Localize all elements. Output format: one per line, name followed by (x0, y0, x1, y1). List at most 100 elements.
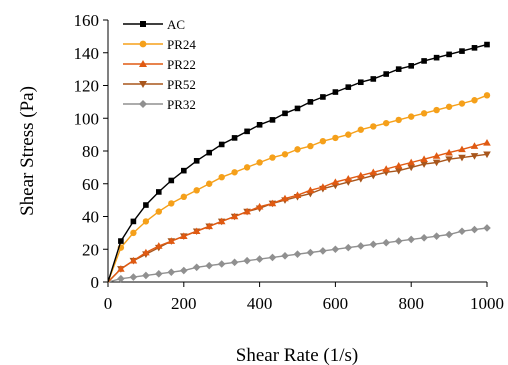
data-point-pr24 (180, 193, 187, 201)
data-point-pr24 (345, 131, 352, 138)
data-point-pr32 (483, 224, 491, 232)
legend-marker-circle (139, 40, 147, 48)
data-point-pr22 (230, 212, 239, 220)
legend-item-ac: AC (123, 17, 185, 32)
data-point-pr52 (394, 167, 403, 175)
data-point-ac (307, 99, 314, 105)
data-point-pr24 (471, 97, 478, 104)
data-point-pr24 (256, 159, 263, 166)
data-point-pr32 (382, 238, 390, 247)
data-point-pr22 (293, 191, 302, 199)
legend-label: AC (167, 17, 185, 32)
legend-marker-triangle-down (139, 81, 147, 88)
data-point-pr32 (458, 227, 466, 236)
data-point-pr22 (319, 183, 327, 190)
data-point-pr32 (167, 268, 176, 276)
data-point-pr24 (395, 116, 402, 124)
data-point-pr22 (382, 165, 390, 172)
data-point-pr24 (231, 169, 238, 176)
data-point-pr32 (432, 232, 441, 240)
data-point-ac (294, 105, 301, 112)
data-point-pr32 (470, 225, 479, 234)
data-point-pr22 (483, 139, 491, 146)
data-point-pr24 (420, 110, 428, 117)
data-point-pr22 (306, 186, 315, 194)
data-point-pr32 (420, 233, 428, 242)
x-tick-label: 0 (104, 294, 113, 313)
y-tick-label: 60 (82, 175, 99, 194)
data-point-pr32 (445, 230, 453, 239)
y-tick-label: 160 (74, 11, 100, 30)
data-point-ac (332, 89, 339, 95)
data-point-pr32 (268, 253, 277, 262)
data-point-pr22 (192, 227, 201, 235)
data-point-pr24 (269, 154, 276, 161)
data-point-pr22 (344, 175, 353, 182)
data-point-pr22 (205, 222, 213, 230)
data-point-pr24 (370, 123, 377, 130)
data-point-ac (320, 94, 326, 100)
data-point-pr52 (420, 161, 428, 168)
data-point-pr22 (129, 256, 138, 264)
legend-item-pr22: PR22 (123, 57, 196, 72)
data-point-pr32 (331, 245, 340, 254)
data-point-pr22 (180, 232, 188, 239)
y-tick-label: 40 (82, 208, 99, 227)
y-tick-label: 120 (74, 77, 100, 96)
data-point-pr22 (217, 217, 226, 225)
data-point-ac (484, 41, 490, 48)
data-point-ac (181, 167, 187, 174)
data-point-pr22 (407, 158, 415, 166)
data-point-pr32 (180, 266, 188, 275)
data-point-pr32 (356, 242, 365, 250)
data-point-pr22 (331, 178, 340, 185)
series-pr24 (107, 92, 491, 283)
data-point-pr52 (483, 151, 491, 159)
data-point-pr22 (117, 265, 125, 272)
data-point-pr32 (394, 237, 403, 245)
series-pr52 (107, 151, 491, 283)
legend-label: PR32 (167, 97, 196, 112)
series-pr22 (107, 139, 491, 283)
legend-label: PR22 (167, 57, 196, 72)
data-point-pr24 (205, 180, 213, 187)
data-point-pr24 (155, 208, 162, 215)
data-point-pr32 (243, 256, 251, 265)
data-point-pr24 (243, 164, 251, 171)
data-point-pr32 (255, 255, 264, 263)
x-tick-label: 1000 (470, 294, 504, 313)
data-point-pr24 (433, 106, 440, 114)
y-tick-label: 80 (82, 142, 99, 161)
data-point-pr22 (268, 199, 277, 207)
series-ac (107, 41, 490, 283)
x-axis-title: Shear Rate (1/s) (236, 345, 358, 365)
data-point-pr52 (458, 154, 466, 162)
data-point-ac (218, 141, 225, 148)
series-pr32 (107, 224, 491, 283)
data-point-pr24 (357, 126, 364, 133)
data-point-pr24 (458, 100, 466, 107)
data-point-pr32 (142, 271, 150, 280)
data-point-pr24 (142, 218, 150, 225)
data-point-ac (168, 177, 175, 184)
data-point-pr24 (445, 103, 453, 110)
data-point-pr22 (445, 148, 453, 156)
data-point-pr22 (243, 207, 251, 215)
data-point-pr22 (394, 161, 403, 169)
data-point-ac (433, 54, 440, 61)
data-point-pr32 (293, 250, 302, 258)
data-point-pr24 (408, 113, 415, 120)
data-point-pr52 (470, 153, 479, 160)
data-point-pr24 (168, 200, 175, 207)
legend: AC PR24 PR22 PR52 PR32 (123, 17, 196, 112)
data-point-pr32 (319, 247, 327, 255)
data-point-pr32 (306, 248, 315, 257)
data-point-pr22 (470, 142, 479, 149)
data-point-ac (282, 110, 288, 117)
data-point-pr24 (319, 137, 327, 145)
x-tick-label: 600 (323, 294, 349, 313)
x-tick-label: 200 (171, 294, 197, 313)
data-point-pr24 (130, 229, 137, 237)
data-point-pr24 (382, 119, 390, 127)
